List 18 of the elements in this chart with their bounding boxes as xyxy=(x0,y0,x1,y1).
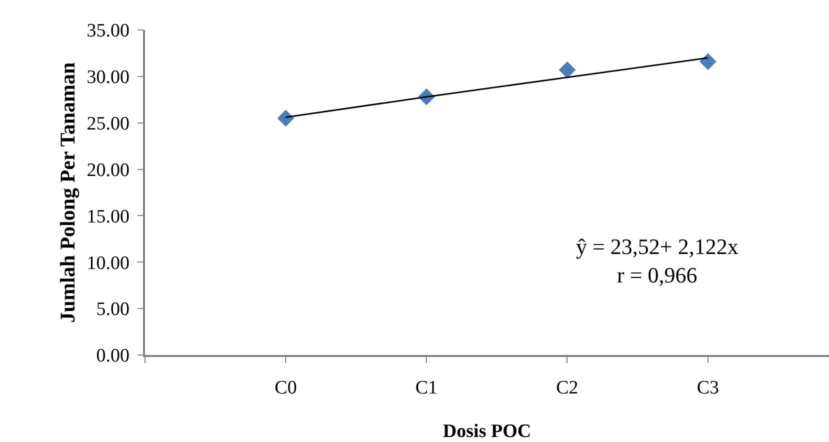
x-tick-label: C1 xyxy=(415,378,438,399)
point xyxy=(700,53,716,70)
y-tick-label: 5.00 xyxy=(96,299,130,320)
x-tick-label: C2 xyxy=(556,378,578,399)
y-tick-label: 30.00 xyxy=(86,67,130,88)
annotation: ŷ = 23,52+ 2,122x r = 0,966 xyxy=(576,234,738,288)
y-tick-label: 20.00 xyxy=(86,160,130,181)
y-tick-label: 15.00 xyxy=(86,206,130,228)
y-tick-label: 0.00 xyxy=(96,346,130,367)
y-tick-label: 25.00 xyxy=(86,114,130,135)
x-axis-title: Dosis POC xyxy=(442,421,532,442)
y-axis-title: Jumlah Polong Per Tanaman xyxy=(55,62,80,323)
y-tick-label: 35.00 xyxy=(86,20,130,42)
point xyxy=(277,110,294,127)
y-tick-label: 10.00 xyxy=(86,252,130,274)
point xyxy=(558,61,576,78)
x-tick-label: C3 xyxy=(696,378,720,399)
x-tick-label: C0 xyxy=(274,378,297,399)
